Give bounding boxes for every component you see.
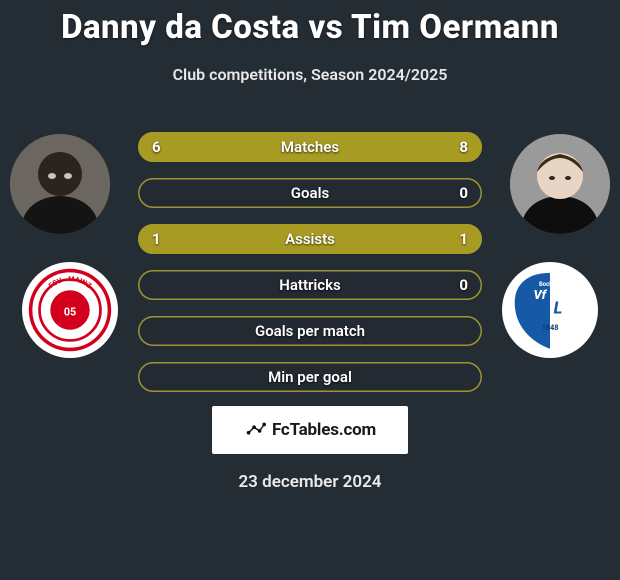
stat-value-right: 0 [459, 270, 468, 300]
svg-text:05: 05 [64, 305, 76, 318]
page-subtitle: Club competitions, Season 2024/2025 [0, 65, 620, 84]
svg-text:Vf: Vf [534, 288, 548, 303]
stat-fill-right [285, 132, 482, 162]
stat-fill-left [138, 224, 310, 254]
stat-row: Goals per match [138, 316, 482, 346]
stat-row: Assists11 [138, 224, 482, 254]
stat-label: Hattricks [138, 270, 482, 300]
person-icon [510, 134, 610, 234]
player-right-avatar [510, 134, 610, 234]
comparison-chart: 05 FSV · MAINZ Vf L 1848 Bochum Matches6… [0, 124, 620, 394]
stat-label: Min per goal [138, 362, 482, 392]
stats-icon [244, 419, 266, 441]
footer-date: 23 december 2024 [0, 472, 620, 492]
club-badge-icon: Vf L 1848 Bochum [506, 266, 594, 354]
svg-text:1848: 1848 [542, 323, 559, 332]
stat-row: Matches68 [138, 132, 482, 162]
stat-fill-right [310, 224, 482, 254]
stat-label: Goals per match [138, 316, 482, 346]
club-badge-icon: 05 FSV · MAINZ [27, 267, 113, 353]
stat-row: Goals0 [138, 178, 482, 208]
person-icon [10, 134, 110, 234]
stat-row: Hattricks0 [138, 270, 482, 300]
footer-brand-text: FcTables.com [272, 420, 376, 440]
page-title: Danny da Costa vs Tim Oermann [0, 0, 620, 47]
club-left-badge: 05 FSV · MAINZ [22, 262, 118, 358]
stat-value-right: 0 [459, 178, 468, 208]
stat-row: Min per goal [138, 362, 482, 392]
player-left-avatar [10, 134, 110, 234]
stat-bars: Matches68Goals0Assists11Hattricks0Goals … [138, 132, 482, 408]
svg-text:L: L [554, 300, 563, 319]
stat-label: Goals [138, 178, 482, 208]
svg-text:Bochum: Bochum [539, 281, 561, 288]
footer-brand-badge: FcTables.com [212, 406, 408, 454]
stat-fill-left [138, 132, 285, 162]
club-right-badge: Vf L 1848 Bochum [502, 262, 598, 358]
